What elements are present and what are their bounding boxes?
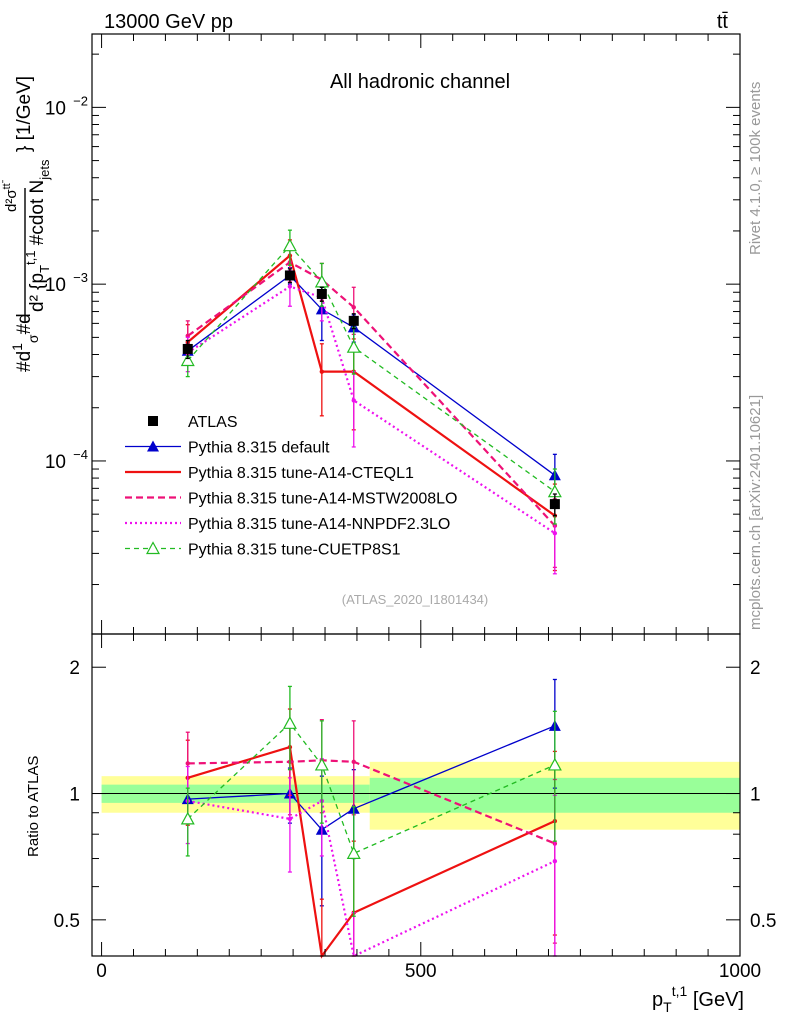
main-point-cteql1 xyxy=(319,369,325,374)
legend-entry-cteql1: Pythia 8.315 tune-A14-CTEQL1 xyxy=(125,465,414,482)
main-y-tick-exponent: −3 xyxy=(73,270,88,285)
ratio-y-tick-label-right: 2 xyxy=(750,658,761,679)
legend-label-cuetp8s1: Pythia 8.315 tune-CUETP8S1 xyxy=(188,542,401,559)
ratio-point-cuetp8s1 xyxy=(282,716,297,729)
main-panel-series xyxy=(180,229,562,575)
ratio-point-cuetp8s1 xyxy=(547,757,562,771)
ratio-y-tick-label: 1 xyxy=(69,785,80,806)
ratio-y-axis-label: Ratio to ATLAS xyxy=(25,756,42,857)
legend-label-mstw: Pythia 8.315 tune-A14-MSTW2008LO xyxy=(188,491,457,508)
main-point-atlas xyxy=(348,315,359,326)
main-y-tick-label: 10 xyxy=(45,98,66,119)
legend-entry-default: Pythia 8.315 default xyxy=(125,440,330,457)
main-point-atlas xyxy=(284,270,295,281)
main-point-atlas xyxy=(182,343,193,354)
ratio-frame xyxy=(91,633,741,957)
legend-marker-default xyxy=(147,440,159,452)
main-line-mstw xyxy=(187,261,556,527)
main-y-tick-label: 10 xyxy=(45,452,66,473)
legend: ATLAS Pythia 8.315 default Pythia 8.315 tu… xyxy=(125,414,457,559)
main-point-cuetp8s1 xyxy=(346,339,361,353)
x-tick-label: 0 xyxy=(96,961,107,982)
main-point-atlas xyxy=(316,288,327,299)
analysis-id: (ATLAS_2020_I1801434) xyxy=(342,592,488,607)
ratio-point-cuetp8s1 xyxy=(314,757,329,771)
legend-label-default: Pythia 8.315 default xyxy=(188,440,330,457)
ratio-point-mstw xyxy=(185,761,190,766)
svg-text:d² {pTt,1 #cdot Njets: d² {pTt,1 #cdot Njets xyxy=(23,159,52,312)
process-label: tt̄ xyxy=(717,11,729,33)
svg-text:pTt,1 [GeV]: pTt,1 [GeV] xyxy=(652,983,744,1015)
main-point-mstw xyxy=(351,305,356,310)
main-point-nnpdf xyxy=(351,398,356,403)
ratio-point-nnpdf xyxy=(287,816,293,822)
legend-entry-nnpdf: Pythia 8.315 tune-A14-NNPDF2.3LO xyxy=(125,516,450,533)
ratio-y-tick-label-right: 1 xyxy=(750,785,761,806)
ratio-point-mstw xyxy=(351,759,356,765)
ratio-y-tick-label: 0.5 xyxy=(54,911,80,932)
ratio-series-cteql1 xyxy=(185,708,558,959)
x-tick-label: 1000 xyxy=(719,961,761,982)
ratio-series-cuetp8s1 xyxy=(180,685,562,917)
energy-label: 13000 GeV pp xyxy=(104,11,233,33)
ratio-point-cuetp8s1 xyxy=(346,846,361,859)
x-tick-label: 500 xyxy=(405,961,437,982)
legend-label-cteql1: Pythia 8.315 tune-A14-CTEQL1 xyxy=(188,465,414,482)
ratio-point-nnpdf xyxy=(552,858,558,864)
main-point-cuetp8s1 xyxy=(282,238,297,252)
main-y-tick-label: 10 xyxy=(45,275,66,296)
main-point-nnpdf xyxy=(287,284,293,289)
legend-marker-cuetp8s1 xyxy=(145,541,161,555)
ratio-point-cuetp8s1 xyxy=(180,811,195,825)
main-y-tick-exponent: −2 xyxy=(73,93,88,108)
ratio-y-tick-label-right: 0.5 xyxy=(750,911,776,932)
main-point-cuetp8s1 xyxy=(180,353,195,367)
legend-label-atlas: ATLAS xyxy=(188,414,238,431)
svg-text:#d1σ#d: #d1σ#d xyxy=(9,313,41,372)
main-series-atlas xyxy=(182,268,560,517)
ratio-panel-series xyxy=(180,678,562,959)
main-y-axis-label: #d1σ#d d²σttˉ d² {pTt,1 #cdot Njets } [1… xyxy=(1,76,52,372)
legend-entry-atlas: ATLAS xyxy=(148,414,238,431)
main-point-atlas xyxy=(549,499,560,510)
chart-title: All hadronic channel xyxy=(330,71,510,93)
svg-text:} [1/GeV]: } [1/GeV] xyxy=(14,76,35,152)
legend-label-nnpdf: Pythia 8.315 tune-A14-NNPDF2.3LO xyxy=(188,516,450,533)
main-y-tick-exponent: −4 xyxy=(73,447,88,462)
mcplots-label: mcplots.cern.ch [arXiv:2401.10621] xyxy=(747,395,764,630)
ratio-y-tick-label: 2 xyxy=(69,658,80,679)
legend-marker-atlas xyxy=(148,416,158,426)
x-axis-label: pTt,1 [GeV] xyxy=(652,983,744,1015)
main-point-nnpdf xyxy=(552,531,558,536)
rivet-version-label: Rivet 4.1.0, ≥ 100k events xyxy=(747,82,764,255)
legend-entry-mstw: Pythia 8.315 tune-A14-MSTW2008LO xyxy=(125,491,457,508)
axes: 10 −4 10 −3 10 −2 0 500 1000 0.5 0.5 1 1 2 2 xyxy=(45,33,776,982)
svg-text:d²σttˉ: d²σttˉ xyxy=(1,179,20,212)
legend-entry-cuetp8s1: Pythia 8.315 tune-CUETP8S1 xyxy=(125,541,401,559)
ratio-series-mstw xyxy=(185,718,558,944)
